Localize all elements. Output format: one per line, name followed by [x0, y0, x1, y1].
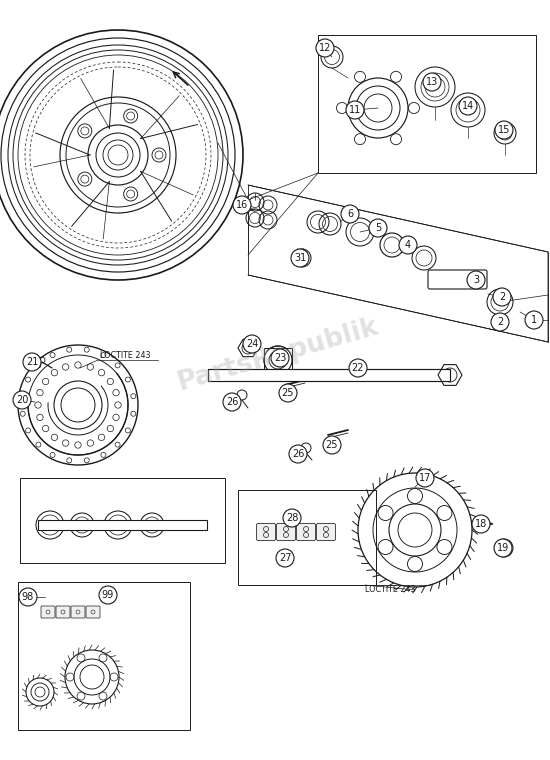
Circle shape	[23, 353, 41, 371]
FancyBboxPatch shape	[277, 524, 295, 540]
Circle shape	[472, 515, 490, 533]
FancyBboxPatch shape	[71, 606, 85, 618]
FancyBboxPatch shape	[41, 606, 55, 618]
Text: 16: 16	[236, 200, 248, 210]
Text: 6: 6	[347, 209, 353, 219]
Bar	[18, 582, 190, 730]
Bar	[20, 478, 225, 563]
FancyBboxPatch shape	[316, 524, 336, 540]
Circle shape	[13, 391, 31, 409]
Text: 22: 22	[352, 363, 364, 373]
Text: 20: 20	[16, 395, 28, 405]
Circle shape	[525, 311, 543, 329]
Text: 3: 3	[473, 275, 479, 285]
Circle shape	[276, 549, 294, 567]
FancyBboxPatch shape	[256, 524, 276, 540]
Text: 26: 26	[226, 397, 238, 407]
FancyBboxPatch shape	[296, 524, 316, 540]
Text: 19: 19	[497, 543, 509, 553]
Circle shape	[349, 359, 367, 377]
Text: 98: 98	[22, 592, 34, 602]
Text: 14: 14	[462, 101, 474, 111]
Text: LOCTITE 243: LOCTITE 243	[365, 585, 415, 594]
Circle shape	[399, 236, 417, 254]
Text: 28: 28	[286, 513, 298, 523]
Circle shape	[283, 509, 301, 527]
Circle shape	[233, 196, 251, 214]
Text: 27: 27	[279, 553, 292, 563]
FancyBboxPatch shape	[428, 270, 487, 289]
Circle shape	[491, 313, 509, 331]
Text: 21: 21	[26, 357, 38, 367]
FancyBboxPatch shape	[86, 606, 100, 618]
Text: 5: 5	[375, 223, 381, 233]
Circle shape	[271, 349, 289, 367]
Text: 4: 4	[405, 240, 411, 250]
Circle shape	[369, 219, 387, 237]
Circle shape	[279, 384, 297, 402]
Circle shape	[223, 393, 241, 411]
Circle shape	[416, 469, 434, 487]
Text: 18: 18	[475, 519, 487, 529]
Bar	[38, 520, 207, 530]
Circle shape	[423, 73, 441, 91]
Bar	[208, 369, 450, 381]
Circle shape	[493, 288, 511, 306]
Circle shape	[291, 249, 309, 267]
Text: PartsRepublik: PartsRepublik	[174, 314, 382, 396]
Bar	[264, 348, 292, 372]
Circle shape	[289, 445, 307, 463]
Circle shape	[494, 539, 512, 557]
Text: 13: 13	[426, 77, 438, 87]
Circle shape	[459, 97, 477, 115]
Circle shape	[243, 335, 261, 353]
Text: 2: 2	[499, 292, 505, 302]
Circle shape	[316, 39, 334, 57]
Text: 11: 11	[349, 105, 361, 115]
Text: 12: 12	[319, 43, 331, 53]
Text: 99: 99	[102, 590, 114, 600]
Bar	[238, 490, 376, 585]
Text: 1: 1	[531, 315, 537, 325]
Text: 17: 17	[419, 473, 431, 483]
Text: 24: 24	[246, 339, 258, 349]
FancyBboxPatch shape	[56, 606, 70, 618]
Text: 25: 25	[282, 388, 294, 398]
Text: 31: 31	[294, 253, 306, 263]
Text: LOCTITE 243: LOCTITE 243	[100, 351, 151, 360]
Circle shape	[19, 588, 37, 606]
Text: 26: 26	[292, 449, 304, 459]
Circle shape	[323, 436, 341, 454]
Circle shape	[341, 205, 359, 223]
Bar	[318, 35, 536, 173]
Text: 23: 23	[274, 353, 286, 363]
Circle shape	[495, 121, 513, 139]
Circle shape	[346, 101, 364, 119]
Circle shape	[99, 586, 117, 604]
Text: 15: 15	[498, 125, 510, 135]
Text: 25: 25	[326, 440, 338, 450]
Text: 2: 2	[497, 317, 503, 327]
Circle shape	[467, 271, 485, 289]
